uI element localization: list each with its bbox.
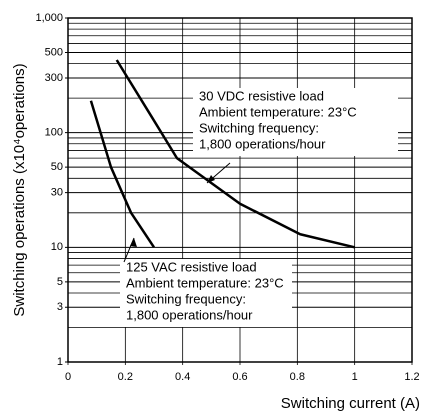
x-tick-label: 0.2: [118, 371, 133, 383]
annotation-box: [120, 259, 292, 327]
annotation-text: Switching frequency:: [126, 291, 246, 306]
arrow-head: [130, 238, 137, 247]
y-tick-label: 50: [51, 161, 63, 173]
x-tick-label: 1: [352, 371, 358, 383]
annotation-text: Switching frequency:: [199, 120, 319, 135]
annotation-text: 1,800 operations/hour: [126, 307, 253, 322]
annotation-text: Ambient temperature: 23°C: [126, 275, 284, 290]
y-tick-label: 1: [57, 356, 63, 368]
x-tick-label: 1.2: [404, 371, 419, 383]
curve: [89, 100, 156, 249]
y-tick-label: 30: [51, 187, 63, 199]
y-tick-label: 1,000: [35, 12, 63, 24]
x-tick-label: 0: [65, 371, 71, 383]
annotation-text: 30 VDC resistive load: [199, 88, 324, 103]
y-tick-label: 300: [45, 72, 63, 84]
y-tick-label: 100: [45, 127, 63, 139]
annotation-text: 125 VAC resistive load: [126, 259, 257, 274]
x-axis-label: Switching current (A): [281, 395, 420, 412]
y-tick-label: 5: [57, 276, 63, 288]
arrow-head: [207, 175, 215, 183]
y-tick-label: 500: [45, 46, 63, 58]
plot-frame: [67, 17, 413, 363]
x-tick-label: 0.6: [232, 371, 247, 383]
y-tick-label: 3: [57, 301, 63, 313]
annotation-text: 1,800 operations/hour: [199, 136, 326, 151]
x-tick-label: 0.8: [290, 371, 305, 383]
y-axis-label: Switching operations (x10⁴operations): [11, 63, 28, 316]
annotation-text: Ambient temperature: 23°C: [199, 104, 357, 119]
y-tick-label: 10: [51, 241, 63, 253]
x-tick-label: 0.4: [175, 371, 190, 383]
annotation-box: [193, 88, 398, 156]
